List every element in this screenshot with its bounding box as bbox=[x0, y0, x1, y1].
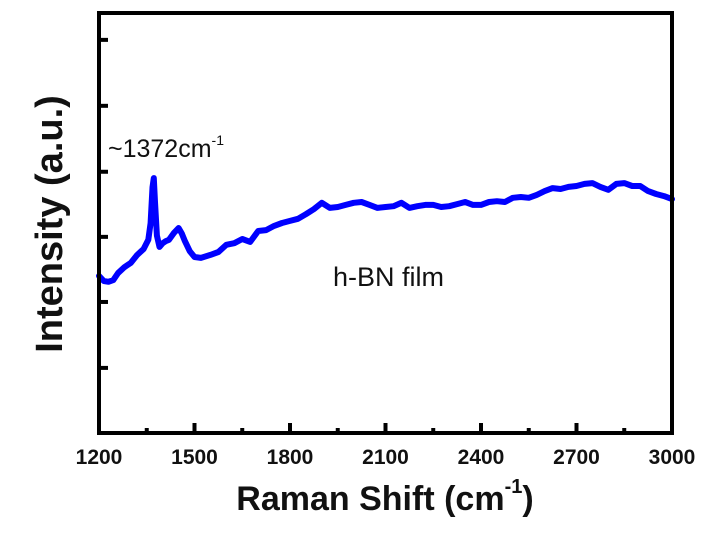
x-tick-label: 1500 bbox=[171, 446, 218, 469]
plot-area bbox=[96, 175, 675, 285]
x-axis-ticks bbox=[144, 423, 627, 433]
x-axis-title: Raman Shift (cm-1) bbox=[236, 476, 533, 518]
y-axis-ticks bbox=[99, 37, 108, 370]
axes-frame bbox=[97, 11, 674, 435]
series-label: h-BN film bbox=[333, 262, 444, 292]
x-tick-label: 1200 bbox=[76, 446, 123, 469]
x-tick-label: 3000 bbox=[649, 446, 696, 469]
x-tick-label: 1800 bbox=[267, 446, 314, 469]
peak-annotation: ~1372cm-1 bbox=[108, 132, 224, 163]
x-axis-tick-labels: 1200 1500 1800 2100 2400 2700 3000 bbox=[76, 446, 696, 469]
x-tick-label: 2100 bbox=[362, 446, 409, 469]
x-tick-label: 2700 bbox=[553, 446, 600, 469]
x-tick-label: 2400 bbox=[458, 446, 505, 469]
spectrum-line bbox=[96, 175, 675, 285]
y-axis-title: Intensity (a.u.) bbox=[29, 95, 71, 353]
